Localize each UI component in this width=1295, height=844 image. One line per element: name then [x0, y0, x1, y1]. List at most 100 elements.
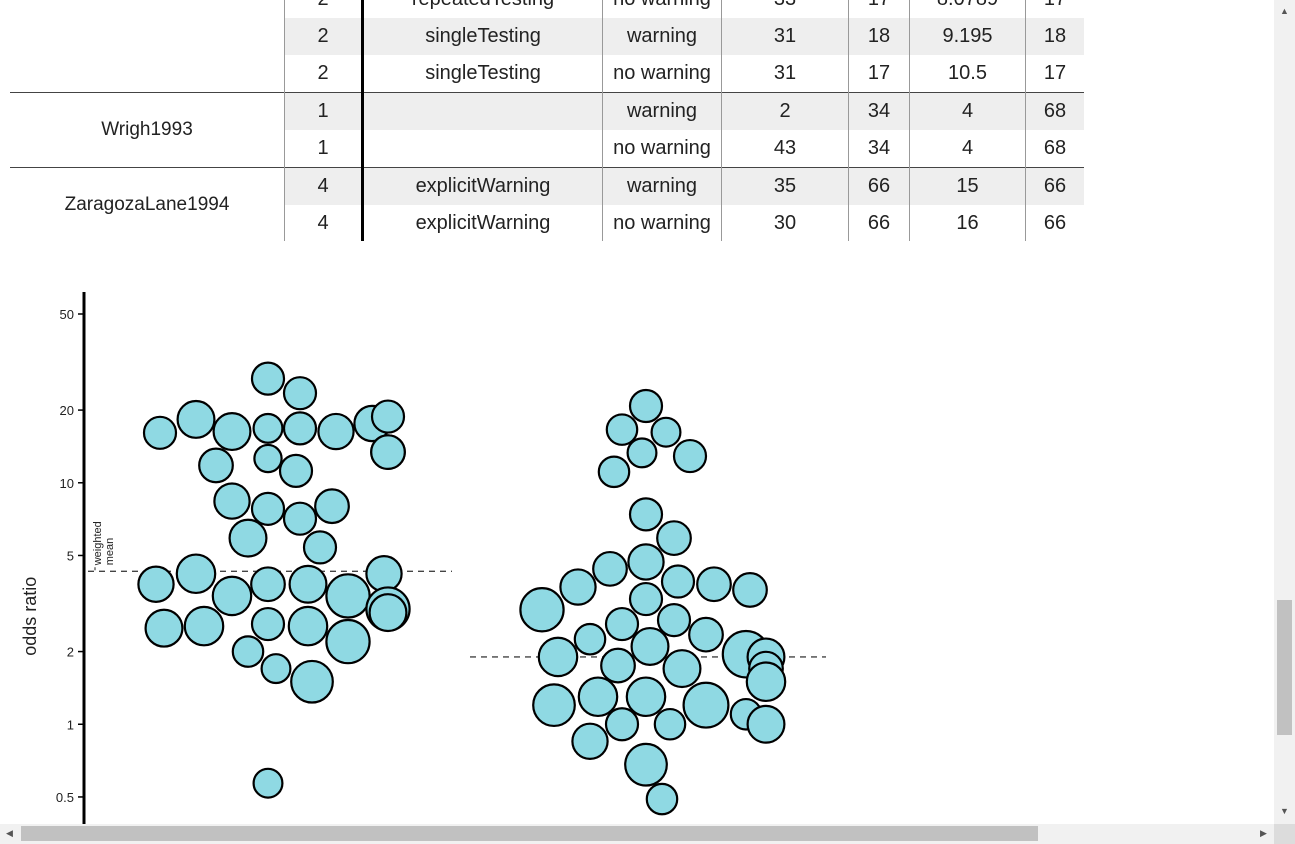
vertical-scrollbar-thumb[interactable] [1277, 600, 1292, 735]
study-point [288, 564, 328, 604]
table-cell-d: 66 [1025, 167, 1084, 205]
study-point [253, 443, 283, 474]
table-cell-warning: no warning [602, 0, 722, 18]
table-cell-n: 1 [284, 130, 363, 168]
study-point [571, 722, 609, 761]
table-cell-n: 2 [284, 0, 363, 18]
table-cell-b: 18 [848, 18, 910, 55]
table-cell-type: singleTesting [361, 55, 603, 93]
study-point [662, 649, 702, 689]
study-point [290, 659, 334, 704]
study-point [198, 447, 234, 484]
study-point [604, 707, 640, 742]
study-point [628, 497, 664, 532]
scroll-down-arrow-icon[interactable]: ▼ [1280, 806, 1289, 816]
study-point [370, 399, 406, 434]
table-cell-warning: warning [602, 18, 722, 55]
table-cell-warning: no warning [602, 205, 722, 241]
table-cell-warning: warning [602, 92, 722, 130]
table-cell-a: 31 [721, 55, 849, 93]
table-cell-type [361, 92, 603, 130]
vertical-scrollbar[interactable]: ▲ ▼ [1274, 0, 1295, 824]
table-cell-d: 17 [1025, 55, 1084, 93]
study-point [645, 782, 679, 816]
study-point [573, 622, 607, 656]
table-cell-d: 66 [1025, 205, 1084, 241]
table-cell-b: 66 [848, 205, 910, 241]
table-cell-c: 10.5 [909, 55, 1026, 93]
study-point [660, 564, 696, 599]
study-point [626, 437, 658, 469]
table-row: 4 explicitWarning no warning 30 66 16 66 [10, 205, 1084, 241]
scroll-left-arrow-icon[interactable]: ◀ [6, 828, 13, 838]
study-point [365, 555, 403, 593]
study-point [732, 572, 768, 608]
beeswarm-chart: 0.5 1 2 5 10 20 50 odds ratio weightedmean [20, 292, 826, 824]
table-cell-type: singleTesting [361, 18, 603, 55]
table-cell-warning: no warning [602, 130, 722, 168]
table-cell-b: 17 [848, 0, 910, 18]
table-cell-b: 34 [848, 92, 910, 130]
study-point [211, 575, 253, 617]
y-tick-label: 50 [60, 307, 74, 322]
study-point [278, 453, 314, 488]
study-point [260, 653, 292, 685]
study-point [656, 602, 692, 638]
table-cell-a: 33 [721, 0, 849, 18]
study-point [745, 661, 787, 703]
study-point [175, 553, 217, 595]
study-point [287, 605, 329, 647]
scroll-right-arrow-icon[interactable]: ▶ [1260, 828, 1267, 838]
table-cell-d: 68 [1025, 130, 1084, 168]
table-cell-n: 1 [284, 92, 363, 130]
y-tick-label: 1 [67, 717, 74, 732]
table-cell-a: 30 [721, 205, 849, 241]
table-cell-n: 4 [284, 167, 363, 205]
table-cell-type: explicitWarning [361, 167, 603, 205]
study-point [231, 635, 265, 668]
table-cell-c: 4 [909, 92, 1026, 130]
study-point [250, 566, 286, 603]
horizontal-scrollbar[interactable]: ◀ ▶ [0, 824, 1274, 844]
table-cell-warning: no warning [602, 55, 722, 93]
table-cell-n: 2 [284, 18, 363, 55]
table-cell-a: 43 [721, 130, 849, 168]
study-point [370, 434, 406, 470]
table-cell-n: 2 [284, 55, 363, 93]
table-row: Wrigh1993 1 warning 2 34 4 68 [10, 92, 1084, 168]
table-cell-n: 4 [284, 205, 363, 241]
study-point [696, 566, 732, 603]
study-point [746, 704, 786, 744]
table-cell-d: 68 [1025, 92, 1084, 130]
study-point [314, 488, 350, 525]
table-cell-c: 16 [909, 205, 1026, 241]
table-cell-type [361, 130, 603, 168]
results-table-viewport: 2repeatedTestingno warning33178.0789172s… [0, 0, 1090, 241]
horizontal-scrollbar-thumb[interactable] [21, 826, 1038, 841]
study-point [183, 605, 225, 647]
study-name-cell: ZaragozaLane1994 [10, 167, 285, 241]
study-point [627, 543, 665, 581]
table-cell-b: 17 [848, 55, 910, 93]
study-point [672, 438, 708, 474]
study-point [282, 411, 318, 446]
table-row: ZaragozaLane1994 4 explicitWarning warning 3… [10, 167, 1084, 241]
table-row: 1 no warning 43 34 4 68 [10, 130, 1084, 168]
study-point [250, 361, 286, 396]
scroll-up-arrow-icon[interactable]: ▲ [1280, 6, 1289, 16]
study-point [592, 550, 628, 587]
study-point [653, 707, 687, 741]
study-point [682, 681, 730, 729]
table-cell-type: explicitWarning [361, 205, 603, 241]
study-point [630, 626, 670, 666]
table-cell-d: 17 [1025, 0, 1084, 18]
y-tick-label: 5 [67, 548, 74, 563]
study-point [213, 482, 251, 520]
table-cell-c: 15 [909, 167, 1026, 205]
study-point [325, 618, 371, 665]
study-point [600, 647, 636, 684]
scrollbar-corner [1274, 824, 1295, 844]
study-point [604, 606, 640, 642]
y-tick-label: 10 [60, 476, 74, 491]
weighted-mean-label: weightedmean [92, 521, 116, 566]
